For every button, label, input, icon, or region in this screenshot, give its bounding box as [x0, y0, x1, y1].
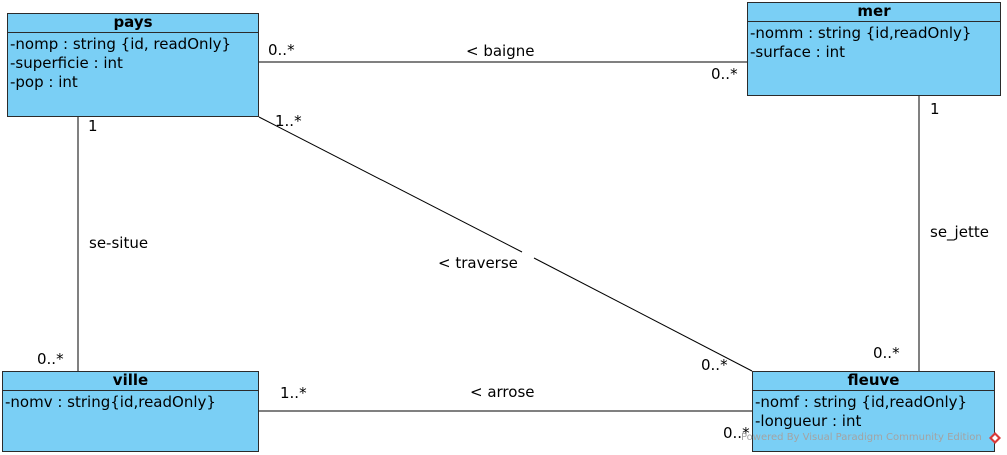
attribute-nomm: -nomm : string {id,readOnly}	[750, 24, 972, 42]
class-pays[interactable]: pays -nomp : string {id, readOnly} -supe…	[7, 13, 259, 117]
arrose-label: < arrose	[470, 383, 535, 401]
class-pays-name: pays	[8, 14, 258, 33]
attribute-longueur: -longueur : int	[755, 412, 862, 430]
traverse-multiplicity-pays: 1..*	[275, 112, 302, 130]
se-jette-multiplicity-fleuve: 0..*	[873, 344, 900, 362]
attribute-superficie: -superficie : int	[10, 54, 123, 72]
traverse-line-segment-1	[258, 116, 523, 253]
class-ville-attributes: -nomv : string{id,readOnly}	[3, 391, 258, 412]
attribute-pop: -pop : int	[10, 73, 78, 91]
attribute-nomv: -nomv : string{id,readOnly}	[5, 393, 216, 411]
se-situe-multiplicity-ville: 0..*	[37, 350, 64, 368]
class-fleuve[interactable]: fleuve -nomf : string {id,readOnly} -lon…	[752, 371, 995, 452]
se-situe-multiplicity-pays: 1	[88, 117, 98, 135]
class-ville-name: ville	[3, 372, 258, 391]
arrose-multiplicity-ville: 1..*	[280, 384, 307, 402]
attribute-nomp: -nomp : string {id, readOnly}	[10, 35, 232, 53]
se-situe-label: se-situe	[89, 234, 149, 252]
class-mer[interactable]: mer -nomm : string {id,readOnly} -surfac…	[747, 2, 1001, 96]
class-fleuve-name: fleuve	[753, 372, 994, 391]
traverse-line-segment-2	[533, 257, 753, 372]
visual-paradigm-logo-icon	[989, 432, 1001, 444]
class-mer-name: mer	[748, 3, 1000, 22]
attribute-nomf: -nomf : string {id,readOnly}	[755, 393, 968, 411]
watermark-text: Powered By Visual Paradigm Community Edi…	[741, 432, 982, 443]
class-fleuve-attributes: -nomf : string {id,readOnly} -longueur :…	[753, 391, 994, 431]
class-pays-attributes: -nomp : string {id, readOnly} -superfici…	[8, 33, 258, 92]
baigne-multiplicity-pays: 0..*	[268, 41, 295, 59]
baigne-multiplicity-mer: 0..*	[711, 65, 738, 83]
traverse-multiplicity-fleuve: 0..*	[701, 356, 728, 374]
baigne-label: < baigne	[466, 42, 535, 60]
traverse-label: < traverse	[438, 254, 518, 272]
class-mer-attributes: -nomm : string {id,readOnly} -surface : …	[748, 22, 1000, 62]
se-jette-label: se_jette	[930, 223, 989, 241]
class-ville[interactable]: ville -nomv : string{id,readOnly}	[2, 371, 259, 452]
arrose-multiplicity-fleuve: 0..*	[723, 424, 750, 442]
se-jette-multiplicity-mer: 1	[930, 100, 940, 118]
attribute-surface: -surface : int	[750, 43, 845, 61]
